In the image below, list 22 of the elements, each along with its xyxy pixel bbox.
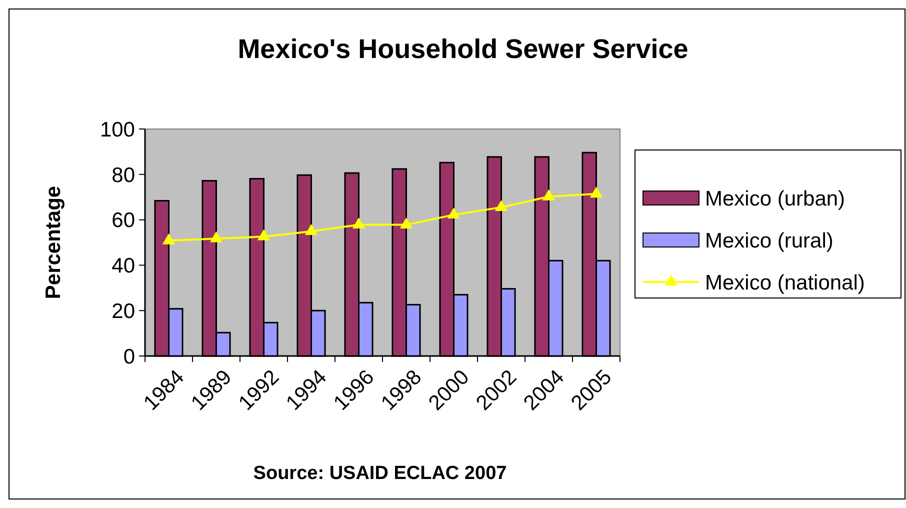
point	[590, 186, 603, 198]
legend-label: Mexico (urban)	[705, 187, 846, 210]
chart-title: Mexico's Household Sewer Service	[238, 34, 688, 64]
point	[352, 217, 366, 228]
point	[304, 224, 318, 236]
y-tick-label: 40	[112, 254, 135, 278]
y-tick-label: 100	[100, 118, 135, 142]
point	[542, 189, 556, 200]
y-tick-label: 0	[123, 345, 135, 368]
legend-label: Mexico (national)	[705, 271, 865, 294]
point	[210, 231, 223, 242]
y-tick-label: 60	[112, 209, 135, 232]
y-axis-title: Percentage	[42, 186, 65, 300]
point	[257, 229, 270, 240]
legend-label: Mexico (rural)	[705, 229, 834, 252]
y-tick-label: 80	[112, 164, 135, 187]
point	[162, 233, 176, 244]
point	[494, 200, 508, 211]
y-tick-label: 20	[112, 300, 135, 323]
point	[447, 207, 460, 218]
point	[400, 217, 413, 228]
source-note: Source: USAID ECLAC 2007	[253, 463, 507, 484]
